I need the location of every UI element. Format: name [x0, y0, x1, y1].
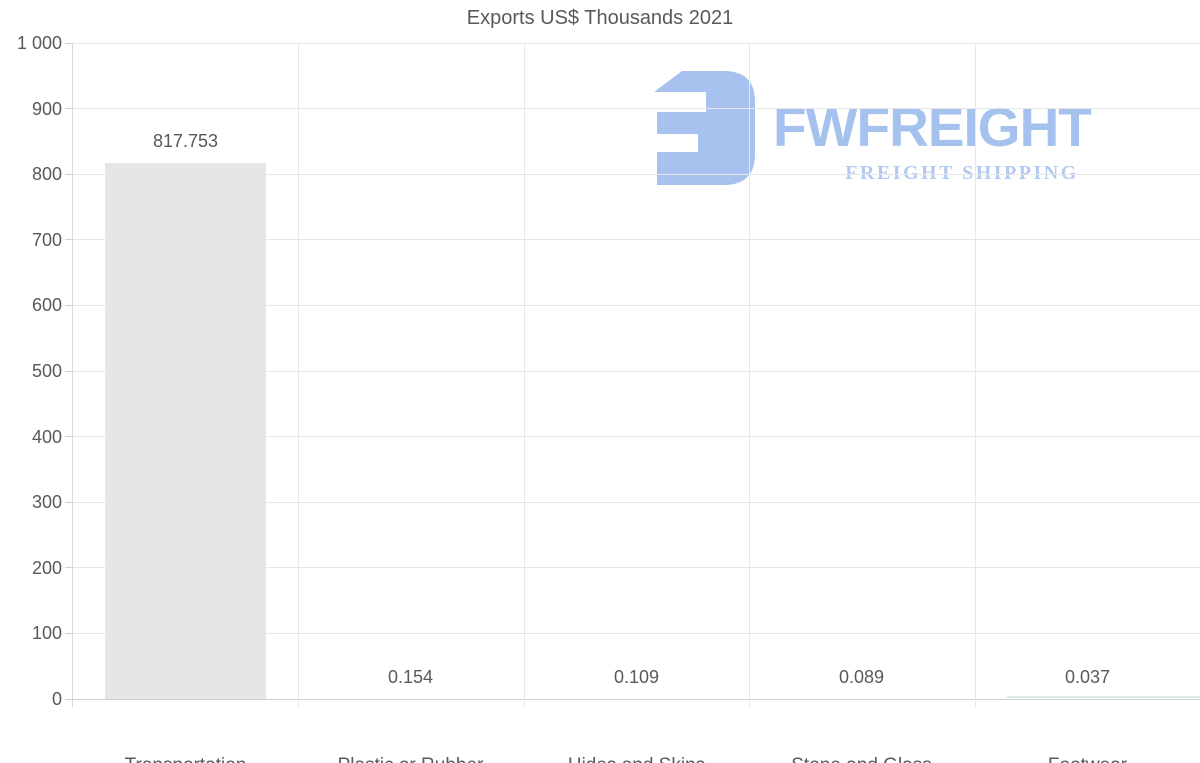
y-axis-tick: [65, 567, 73, 569]
y-axis-tick-label: 300: [31, 492, 62, 513]
h-gridline: [73, 567, 1200, 569]
v-gridline: [974, 43, 976, 707]
chart-title: Exports US$ Thousands 2021: [466, 7, 734, 29]
y-axis-tick: [65, 436, 73, 438]
category-label: Footwear: [975, 755, 1200, 763]
h-gridline: [73, 370, 1200, 372]
y-axis-tick: [65, 239, 73, 241]
y-axis-tick-label: 600: [31, 295, 62, 316]
category-label: Stone and Glass: [749, 755, 974, 763]
brand-tagline: FREIGHT SHIPPING: [845, 162, 1079, 184]
h-gridline: [73, 173, 1200, 175]
y-axis-tick-label: 500: [31, 361, 62, 381]
category-label: Hides and Skins: [524, 755, 749, 763]
x-axis-line: [73, 699, 1200, 700]
y-axis-tick: [65, 42, 73, 44]
plot-area: 0 100 200 300 400 500 600 700 800 900 1 000 817.753…: [17, 33, 1200, 763]
y-axis-tick: [65, 698, 73, 700]
h-gridline: [73, 436, 1200, 438]
y-axis-tick: [65, 501, 73, 503]
y-axis-tick-label: 1 000: [16, 33, 62, 53]
v-gridline: [297, 43, 299, 707]
bar-value-label: 817.753: [152, 131, 219, 151]
y-axis-tick-label: 100: [31, 623, 62, 644]
h-gridline: [73, 42, 1200, 44]
y-axis-tick-label: 400: [31, 426, 62, 447]
y-axis-tick: [65, 632, 73, 634]
bar-value-label: 0.109: [613, 667, 660, 687]
h-gridline: [73, 501, 1200, 503]
category-label: Transportation: [73, 755, 298, 763]
h-gridline: [73, 632, 1200, 634]
y-axis-tick: [65, 304, 73, 306]
y-axis-tick-label: 0: [51, 689, 62, 709]
h-gridline: [73, 108, 1200, 110]
v-gridline: [748, 43, 750, 707]
bar-value-label: 0.154: [387, 667, 434, 687]
y-axis-tick-label: 900: [31, 98, 62, 119]
bar-transportation[interactable]: [105, 163, 266, 699]
y-axis-tick-label: 200: [31, 557, 62, 578]
bar-value-label: 0.037: [1064, 667, 1111, 687]
y-axis-tick: [65, 370, 73, 372]
category-label: Plastic or Rubber: [298, 755, 523, 763]
y-axis-tick-label: 800: [31, 164, 62, 185]
h-gridline: [73, 239, 1200, 241]
y-axis-tick-label: 700: [31, 229, 62, 250]
h-gridline: [73, 304, 1200, 306]
bar-value-label: 0.089: [838, 667, 885, 687]
brand-logo-icon: [654, 71, 755, 185]
v-gridline: [523, 43, 525, 707]
footwear-baseline-sliver: [1007, 696, 1200, 698]
y-axis-tick: [65, 173, 73, 175]
y-axis-line: [72, 43, 73, 707]
y-axis-tick: [65, 108, 73, 110]
